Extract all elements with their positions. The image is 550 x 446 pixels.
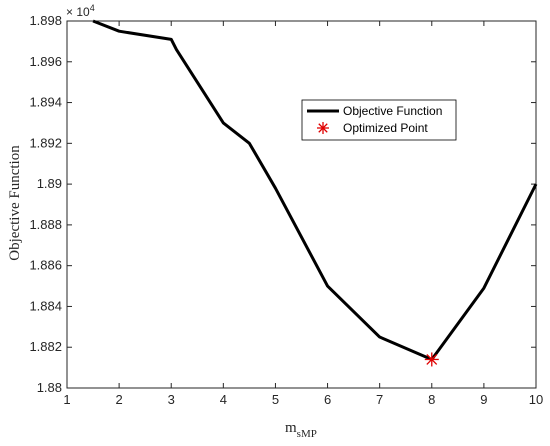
x-tick-label: 10 xyxy=(529,392,543,407)
y-tick-label: 1.896 xyxy=(29,54,62,69)
x-axis-label-main: m xyxy=(285,420,297,436)
y-tick-label: 1.882 xyxy=(29,339,62,354)
legend-label-optimized: Optimized Point xyxy=(343,121,428,135)
y-tick-label: 1.88 xyxy=(37,380,62,395)
x-tick-label: 2 xyxy=(115,392,122,407)
y-tick-label: 1.884 xyxy=(29,298,62,313)
x-tick-label: 9 xyxy=(480,392,487,407)
y-axis-label: Objective Function xyxy=(7,145,23,261)
star-stroke xyxy=(318,123,328,133)
axis-ticks xyxy=(66,20,537,389)
plot-axes xyxy=(66,20,537,389)
star-stroke xyxy=(426,354,438,365)
legend-box xyxy=(301,99,457,141)
series-layer xyxy=(92,19,538,367)
x-tick-label: 5 xyxy=(272,392,279,407)
legend-star-swatch xyxy=(317,122,329,134)
x-tick-label: 8 xyxy=(428,392,435,407)
y-tick-label: 1.888 xyxy=(29,217,62,232)
x-tick-label: 3 xyxy=(168,392,175,407)
x-tick-label: 1 xyxy=(63,392,70,407)
y-tick-label: 1.892 xyxy=(29,135,62,150)
legend: Objective Function Optimized Point xyxy=(301,99,457,141)
y-tick-label: 1.898 xyxy=(29,13,62,28)
legend-label-objective: Objective Function xyxy=(343,104,442,118)
objective-function-line xyxy=(92,19,538,361)
x-tick-label: 7 xyxy=(376,392,383,407)
y-exponent-power: 4 xyxy=(90,3,95,13)
y-exponent-label: × 104 xyxy=(66,3,95,19)
y-tick-label: 1.886 xyxy=(29,258,62,273)
x-tick-labels: 1 2 3 4 5 6 7 8 9 10 xyxy=(63,392,543,407)
y-tick-labels: 1.88 1.882 1.884 1.886 1.888 1.89 1.892 1.894 1.… xyxy=(29,13,62,395)
y-tick-label: 1.894 xyxy=(29,95,62,110)
axes-box xyxy=(66,20,537,389)
legend-star-marker xyxy=(317,122,329,134)
x-axis-label: msMP xyxy=(285,420,317,440)
x-tick-label: 6 xyxy=(324,392,331,407)
y-tick-label: 1.89 xyxy=(37,176,62,191)
y-exponent-base: × 10 xyxy=(66,5,90,19)
x-axis-label-sub: sMP xyxy=(297,428,317,440)
optimized-point-marker xyxy=(424,352,439,367)
x-tick-label: 4 xyxy=(220,392,227,407)
